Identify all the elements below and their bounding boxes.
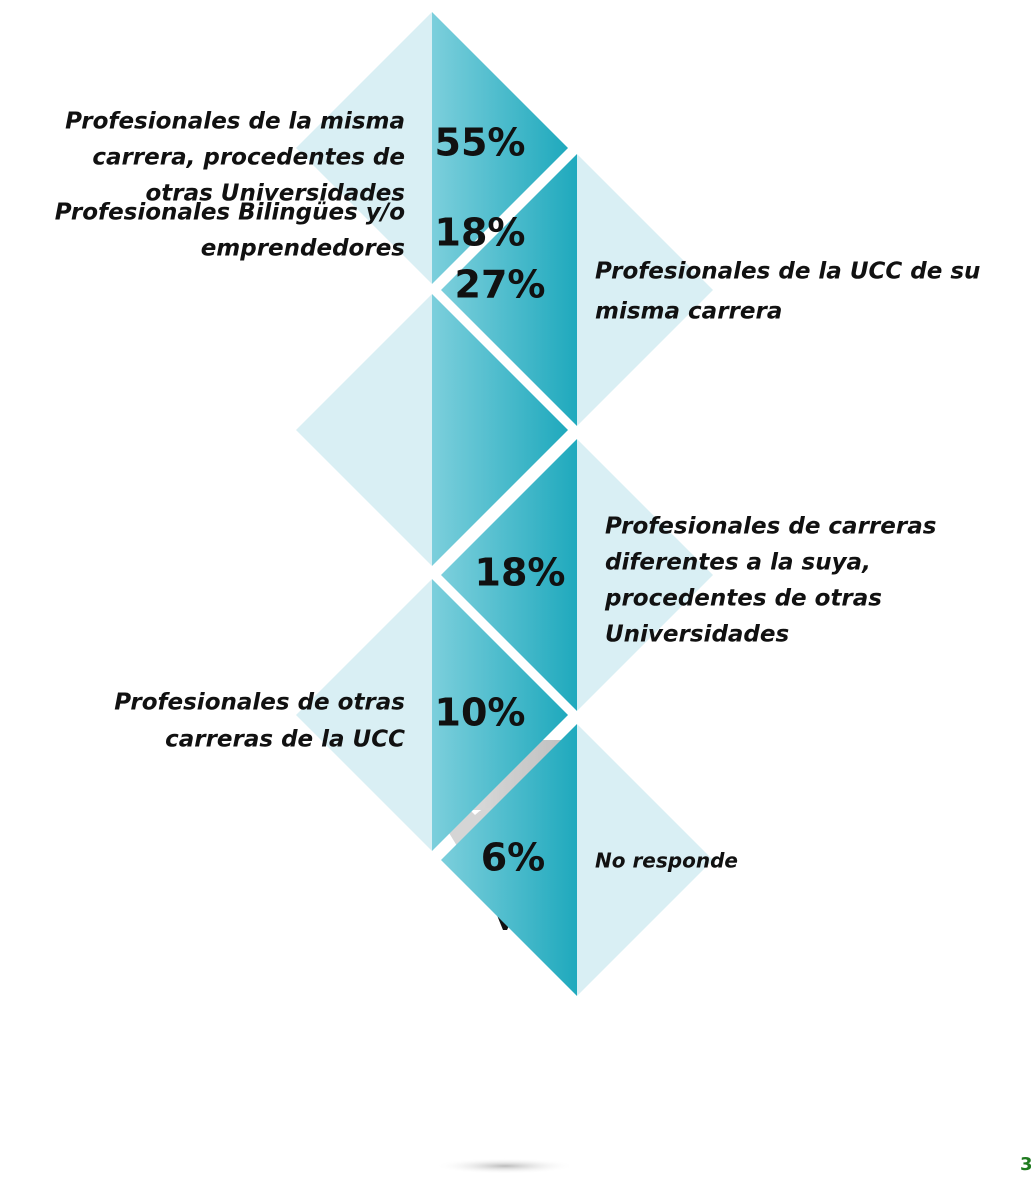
percent: 18% (475, 551, 566, 595)
percent: 10% (435, 691, 526, 735)
label-line: emprendedores (201, 236, 405, 262)
percent: 6% (481, 836, 546, 880)
label-line: Profesionales de otras (114, 690, 405, 716)
label-line: Universidades (605, 622, 789, 648)
label-line: Profesionales Bilingües y/o (55, 200, 405, 226)
percent: 27% (455, 263, 546, 307)
label-line: carreras de la UCC (165, 727, 405, 753)
label-line: Profesionales de la misma (65, 109, 405, 135)
label-line: Profesionales de carreras (605, 514, 936, 540)
label-line: diferentes a la suya, (605, 550, 871, 576)
diamond-light (296, 294, 432, 566)
diamond-light (577, 154, 713, 426)
label-line: procedentes de otras (604, 586, 882, 612)
label-line: No responde (595, 849, 738, 873)
percent: 18% (435, 211, 526, 255)
page-number: 3 (1020, 1154, 1031, 1175)
label-line: carrera, procedentes de (92, 145, 405, 171)
infographic: 55% Profesionales de la misma carrera, pro… (0, 0, 1031, 1182)
label-line: misma carrera (595, 299, 782, 325)
percent: 55% (435, 121, 526, 165)
label-line: Profesionales de la UCC de su (595, 259, 980, 285)
